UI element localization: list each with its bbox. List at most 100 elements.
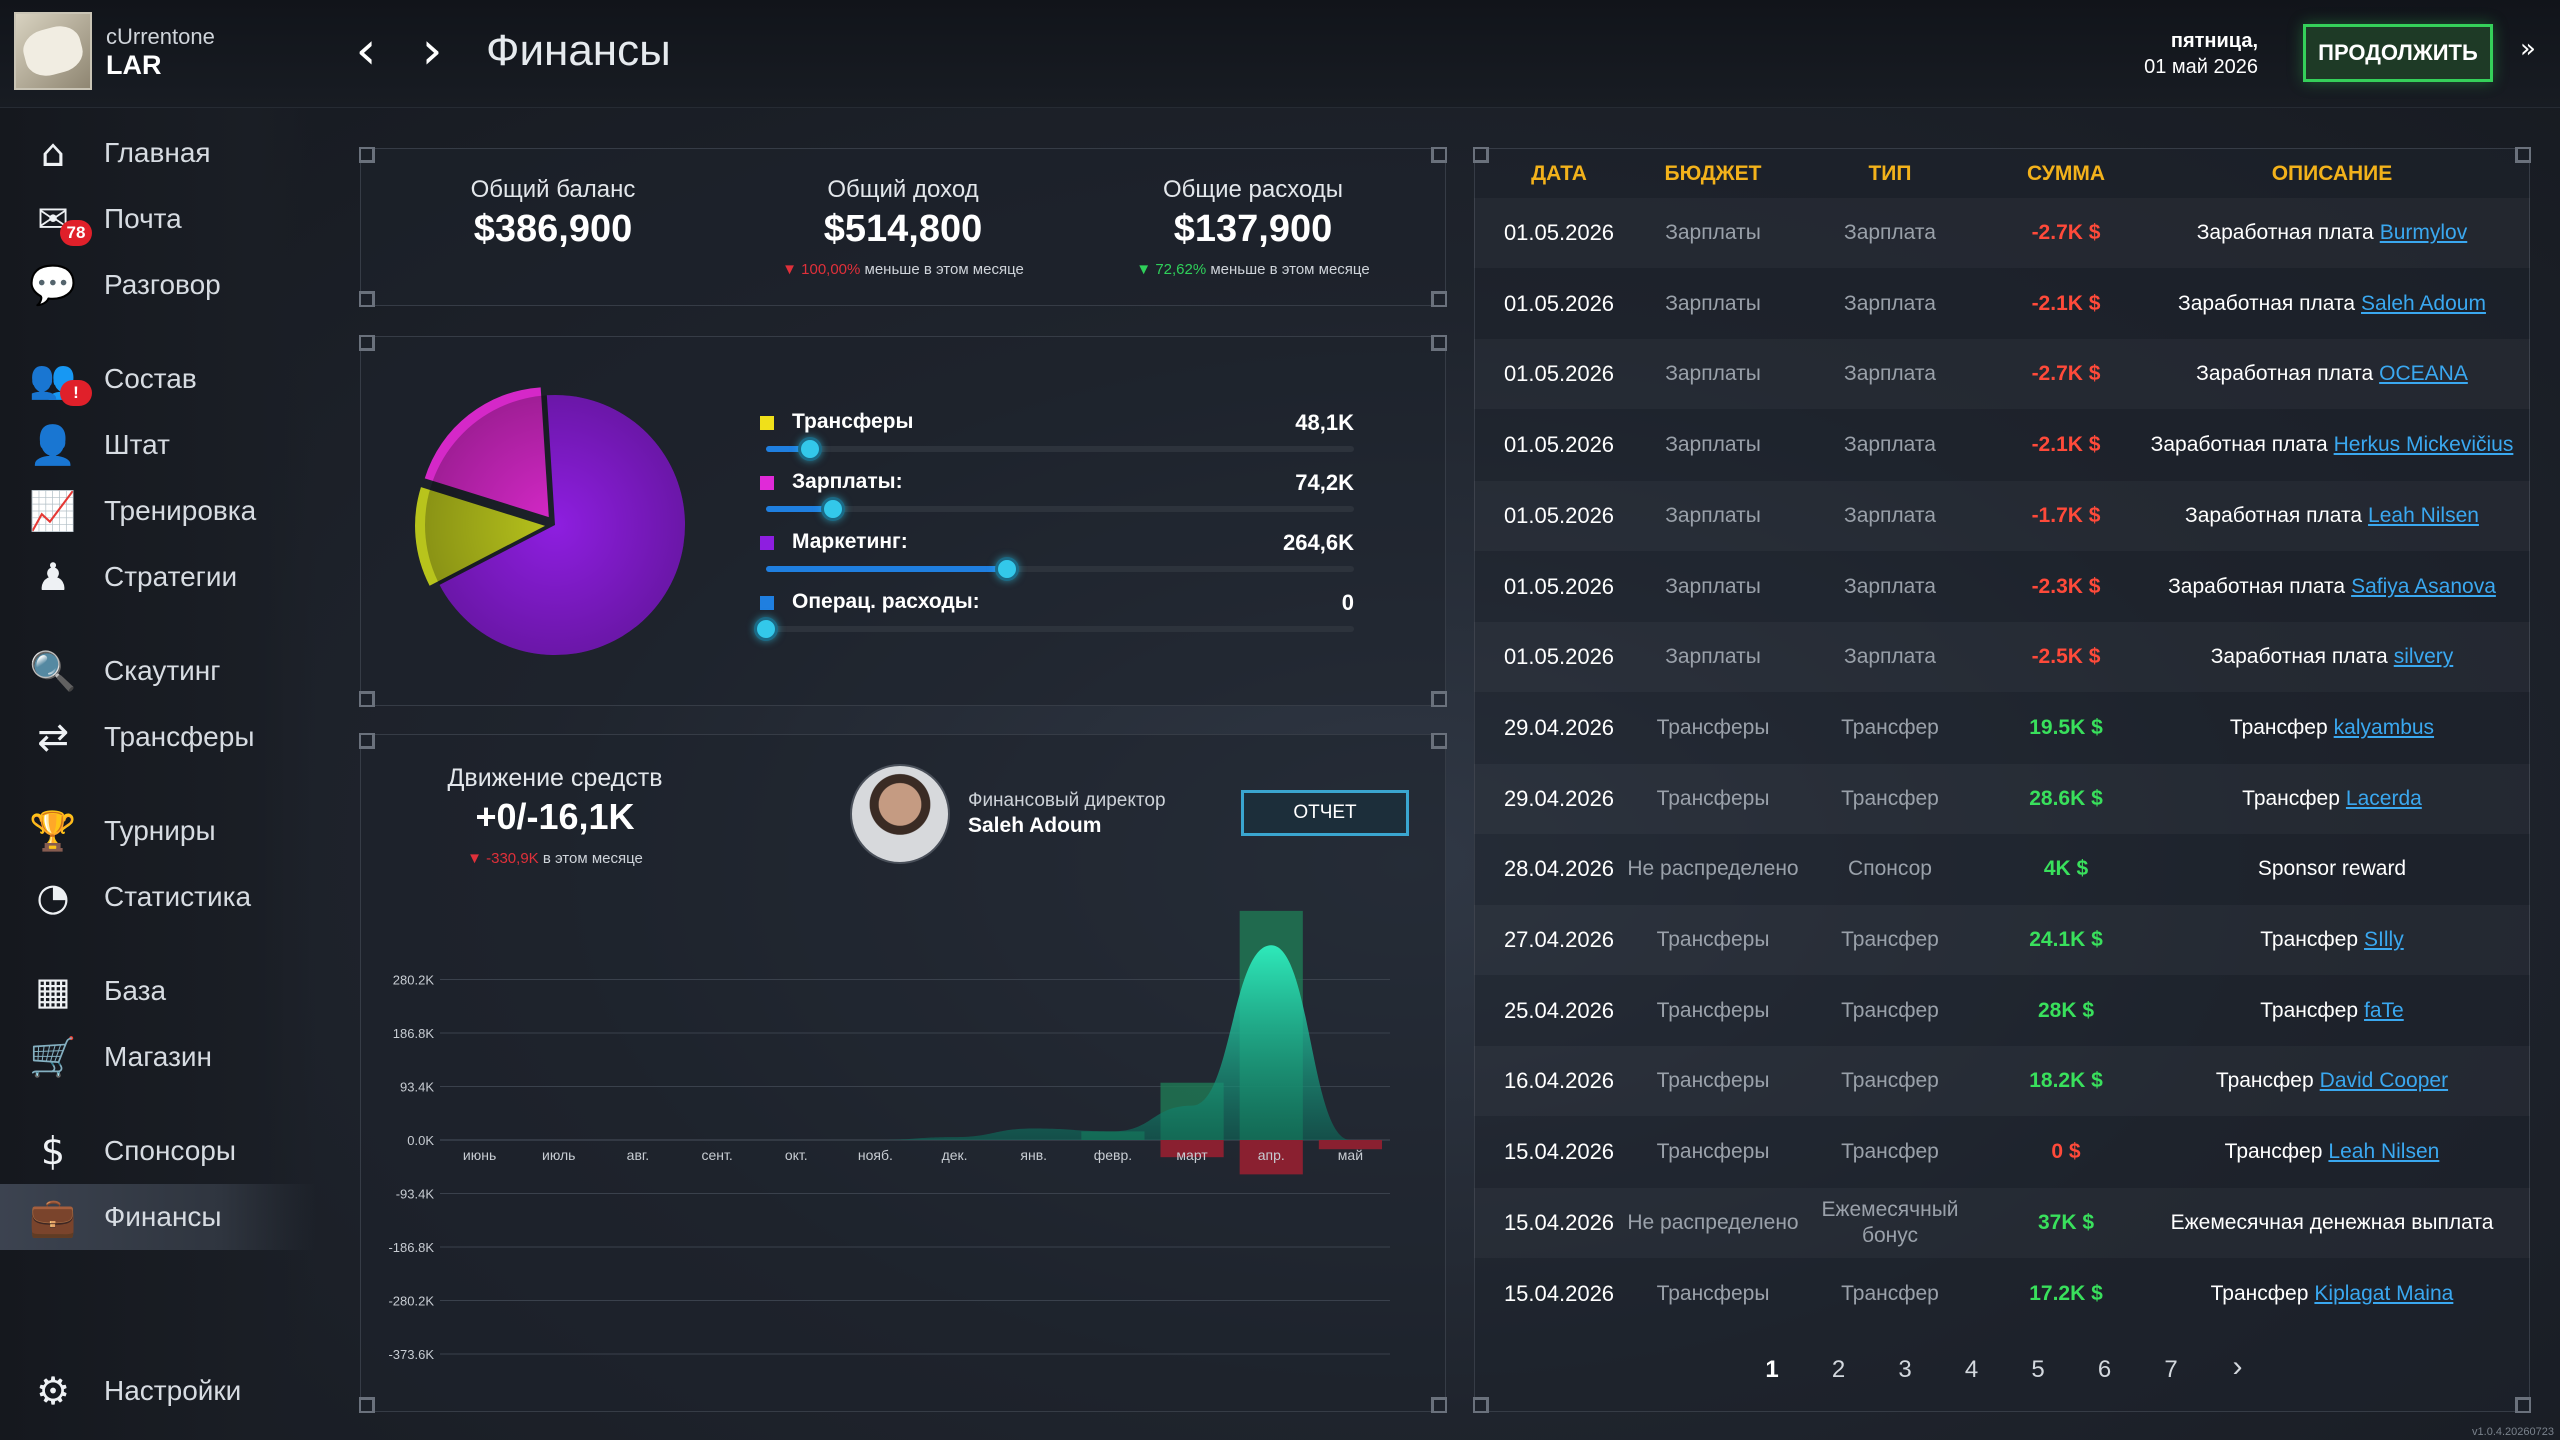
panel-corner (359, 335, 375, 351)
sidebar-item-2[interactable]: 💬 Разговор (0, 252, 316, 318)
breakdown-slider-handle[interactable] (754, 617, 778, 641)
continue-button[interactable]: ПРОДОЛЖИТЬ (2303, 24, 2493, 82)
y-tick-label: 186.8K (393, 1026, 435, 1041)
table-header-4[interactable]: ОПИСАНИЕ (2271, 162, 2393, 185)
legend-color-swatch (760, 416, 774, 430)
cell-description: Заработная плата Herkus Mickevičius (2150, 433, 2514, 457)
table-header-2[interactable]: ТИП (1868, 162, 1912, 185)
panel-corner (1473, 147, 1489, 163)
sidebar-item-7[interactable]: 🔍 Скаутинг (0, 638, 316, 704)
fast-forward-icon[interactable]: » (2520, 34, 2536, 64)
breakdown-slider-track[interactable] (766, 497, 1354, 521)
current-date: пятница, 01 май 2026 (2144, 30, 2258, 78)
club-logo[interactable] (14, 12, 92, 90)
table-row[interactable]: 01.05.2026 Зарплаты Зарплата -2.1K $ Заработ… (1474, 410, 2530, 480)
person-link[interactable]: Leah Nilsen (2328, 1140, 2440, 1164)
table-row[interactable]: 01.05.2026 Зарплаты Зарплата -2.1K $ Заработ… (1474, 269, 2530, 339)
report-button[interactable]: ОТЧЕТ (1241, 790, 1409, 836)
person-link[interactable]: David Cooper (2319, 1069, 2449, 1093)
cell-date: 16.04.2026 (1503, 1068, 1615, 1094)
kpi-note: ▼ 100,00% меньше в этом месяце (782, 261, 1024, 278)
page-4[interactable]: 4 (1964, 1356, 1979, 1383)
sidebar-item-14[interactable]: 💼 Финансы (0, 1184, 316, 1250)
sidebar-item-label: Почта (104, 203, 182, 234)
sidebar-item-0[interactable]: ⌂ Главная (0, 120, 316, 186)
sidebar-item-6[interactable]: ♟ Стратегии (0, 544, 316, 610)
cell-date: 01.05.2026 (1503, 432, 1615, 458)
sidebar-item-3[interactable]: 👥 Состав! (0, 346, 316, 412)
table-row[interactable]: 01.05.2026 Зарплаты Зарплата -2.7K $ Заработ… (1474, 339, 2530, 409)
page-5[interactable]: 5 (2031, 1356, 2045, 1383)
panel-corner (1431, 335, 1447, 351)
forward-arrow-icon[interactable]: › (421, 21, 443, 81)
sidebar-item-12[interactable]: 🛒 Магазин (0, 1024, 316, 1090)
person-link[interactable]: Kiplagat Maina (2314, 1281, 2454, 1305)
breakdown-slider-handle[interactable] (821, 497, 846, 521)
sidebar-item-9[interactable]: 🏆 Турниры (0, 798, 316, 864)
sidebar-item-1[interactable]: ✉ Почта 78 (0, 186, 316, 252)
person-link[interactable]: Safiya Asanova (2351, 574, 2496, 598)
breakdown-slider-track[interactable] (754, 617, 1354, 641)
cell-budget: Не распределено (1627, 857, 1799, 881)
page-7[interactable]: 7 (2164, 1356, 2178, 1383)
page-2[interactable]: 2 (1831, 1356, 1846, 1383)
next-page-icon[interactable]: › (2232, 1350, 2243, 1383)
page-1[interactable]: 1 (1765, 1356, 1779, 1383)
cell-date: 25.04.2026 (1503, 997, 1615, 1023)
breakdown-slider-handle[interactable] (995, 557, 1020, 581)
table-row[interactable]: 01.05.2026 Зарплаты Зарплата -2.5K $ Заработ… (1474, 622, 2530, 692)
page-6[interactable]: 6 (2097, 1356, 2112, 1383)
table-row[interactable]: 27.04.2026 Трансферы Трансфер 24.1K $ Трансф… (1474, 905, 2530, 975)
person-link[interactable]: kalyambus (2333, 715, 2435, 739)
cell-type: Зарплата (1844, 503, 1936, 527)
table-row[interactable]: 15.04.2026 Трансферы Трансфер 17.2K $ Трансф… (1474, 1259, 2530, 1329)
person-link[interactable]: Herkus Mickevičius (2333, 433, 2514, 457)
breakdown-slider-fill (766, 506, 834, 512)
panel-corner (359, 733, 375, 749)
breakdown-slider-track[interactable] (766, 437, 1354, 461)
table-row[interactable]: 15.04.2026 Не распределено Ежемесячный бон… (1474, 1188, 2530, 1258)
person-link[interactable]: silvery (2393, 645, 2454, 669)
y-tick-label: -93.4K (396, 1187, 435, 1202)
table-row[interactable]: 01.05.2026 Зарплаты Зарплата -2.7K $ Заработ… (1474, 198, 2530, 268)
table-row[interactable]: 01.05.2026 Зарплаты Зарплата -2.3K $ Заработ… (1474, 552, 2530, 622)
director-avatar[interactable] (850, 764, 950, 864)
person-link[interactable]: SIlly (2364, 928, 2404, 951)
cell-description: Трансфер kalyambus (2229, 715, 2435, 739)
table-row[interactable]: 16.04.2026 Трансферы Трансфер 18.2K $ Трансф… (1474, 1046, 2530, 1116)
sidebar-item-11[interactable]: ▦ База (0, 958, 316, 1024)
person-link[interactable]: Leah Nilsen (2368, 503, 2479, 527)
table-header-0[interactable]: ДАТА (1531, 162, 1587, 185)
cell-date: 29.04.2026 (1503, 785, 1615, 811)
table-row[interactable]: 29.04.2026 Трансферы Трансфер 19.5K $ Трансф… (1474, 693, 2530, 763)
cell-description: Заработная плата silvery (2210, 645, 2454, 669)
breakdown-slider-track[interactable] (766, 557, 1354, 581)
table-row[interactable]: 25.04.2026 Трансферы Трансфер 28K $ Трансфер… (1474, 976, 2530, 1046)
table-row[interactable]: 01.05.2026 Зарплаты Зарплата -1.7K $ Заработ… (1474, 481, 2530, 551)
x-tick-label: янв. (1020, 1147, 1047, 1163)
sidebar-item-15[interactable]: ⚙ Настройки (0, 1358, 316, 1424)
y-tick-label: -186.8K (388, 1240, 434, 1255)
sidebar-item-10[interactable]: ◔ Статистика (0, 864, 316, 930)
table-row[interactable]: 28.04.2026 Не распределено Спонсор 4K $ Spon… (1474, 834, 2530, 904)
person-link[interactable]: Saleh Adoum (2361, 291, 2486, 315)
table-row[interactable]: 29.04.2026 Трансферы Трансфер 28.6K $ Трансф… (1474, 764, 2530, 834)
sidebar-item-4[interactable]: 👤 Штат (0, 412, 316, 478)
panel-corner (359, 147, 375, 163)
sidebar-item-13[interactable]: $ Спонсоры (0, 1118, 316, 1184)
person-link[interactable]: OCEANA (2379, 362, 2468, 386)
table-header-3[interactable]: СУММА (2026, 162, 2106, 185)
person-link[interactable]: Burmylov (2379, 221, 2468, 244)
sidebar-item-8[interactable]: ⇄ Трансферы (0, 704, 316, 770)
cell-description: Заработная плата Saleh Adoum (2178, 291, 2486, 315)
back-arrow-icon[interactable]: ‹ (355, 21, 377, 81)
table-row[interactable]: 15.04.2026 Трансферы Трансфер 0 $ Трансфер Le… (1474, 1117, 2530, 1187)
person-link[interactable]: faTe (2364, 998, 2404, 1022)
person-link[interactable]: Lacerda (2345, 786, 2422, 810)
stats-icon: ◔ (36, 875, 70, 919)
sidebar-item-5[interactable]: 📈 Тренировка (0, 478, 316, 544)
breakdown-slider-handle[interactable] (797, 437, 822, 461)
table-header-1[interactable]: БЮДЖЕТ (1664, 162, 1762, 185)
panel-corner (359, 691, 375, 707)
page-3[interactable]: 3 (1898, 1356, 1912, 1383)
